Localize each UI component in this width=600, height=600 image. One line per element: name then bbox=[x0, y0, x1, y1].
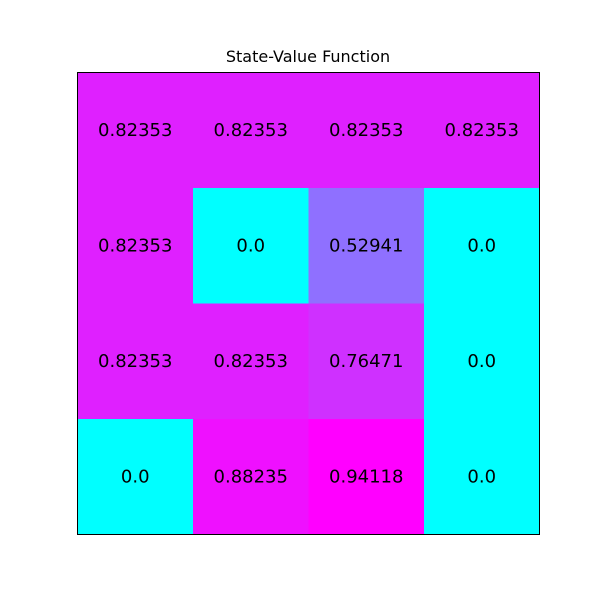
heatmap-cell-label: 0.0 bbox=[467, 466, 496, 487]
heatmap-cell-label: 0.52941 bbox=[329, 235, 403, 256]
heatmap-cell-label: 0.76471 bbox=[329, 351, 403, 372]
heatmap-cell-label: 0.82353 bbox=[329, 120, 403, 141]
heatmap-cell-label: 0.82353 bbox=[214, 120, 288, 141]
heatmap-cell bbox=[424, 188, 540, 304]
heatmap-cell-label: 0.0 bbox=[121, 466, 150, 487]
heatmap-cell bbox=[193, 419, 309, 535]
heatmap-cell bbox=[193, 72, 309, 189]
heatmap-cell bbox=[77, 188, 194, 304]
heatmap-cell bbox=[77, 72, 194, 189]
heatmap-cell-label: 0.82353 bbox=[445, 120, 519, 141]
heatmap-cell-label: 0.82353 bbox=[214, 351, 288, 372]
chart-title: State-Value Function bbox=[225, 47, 391, 66]
heatmap-cell bbox=[77, 303, 194, 420]
heatmap-cell bbox=[193, 188, 309, 304]
heatmap-cell-label: 0.0 bbox=[236, 235, 265, 256]
heatmap-cell-label: 0.82353 bbox=[98, 235, 172, 256]
heatmap-cell-label: 0.88235 bbox=[214, 466, 288, 487]
plot-frame bbox=[77, 72, 540, 535]
heatmap-cell-label: 0.0 bbox=[467, 235, 496, 256]
heatmap-cell bbox=[193, 303, 309, 420]
heatmap-cell bbox=[308, 188, 425, 304]
heatmap-cell bbox=[424, 303, 540, 420]
heatmap-cell bbox=[424, 419, 540, 535]
heatmap-cell-label: 0.0 bbox=[467, 351, 496, 372]
heatmap-cell bbox=[424, 72, 540, 189]
heatmap-cells bbox=[77, 72, 540, 535]
heatmap-cell-label: 0.82353 bbox=[98, 351, 172, 372]
heatmap-cell bbox=[308, 419, 425, 535]
heatmap-cell bbox=[308, 72, 425, 189]
heatmap-cell-label: 0.82353 bbox=[98, 120, 172, 141]
heatmap-cell-label: 0.94118 bbox=[329, 466, 403, 487]
heatmap-cell bbox=[77, 419, 194, 535]
heatmap-cell bbox=[308, 303, 425, 420]
heatmap-labels: 0.82353 0.82353 0.82353 0.82353 0.82353 0.0 0.… bbox=[98, 120, 519, 488]
